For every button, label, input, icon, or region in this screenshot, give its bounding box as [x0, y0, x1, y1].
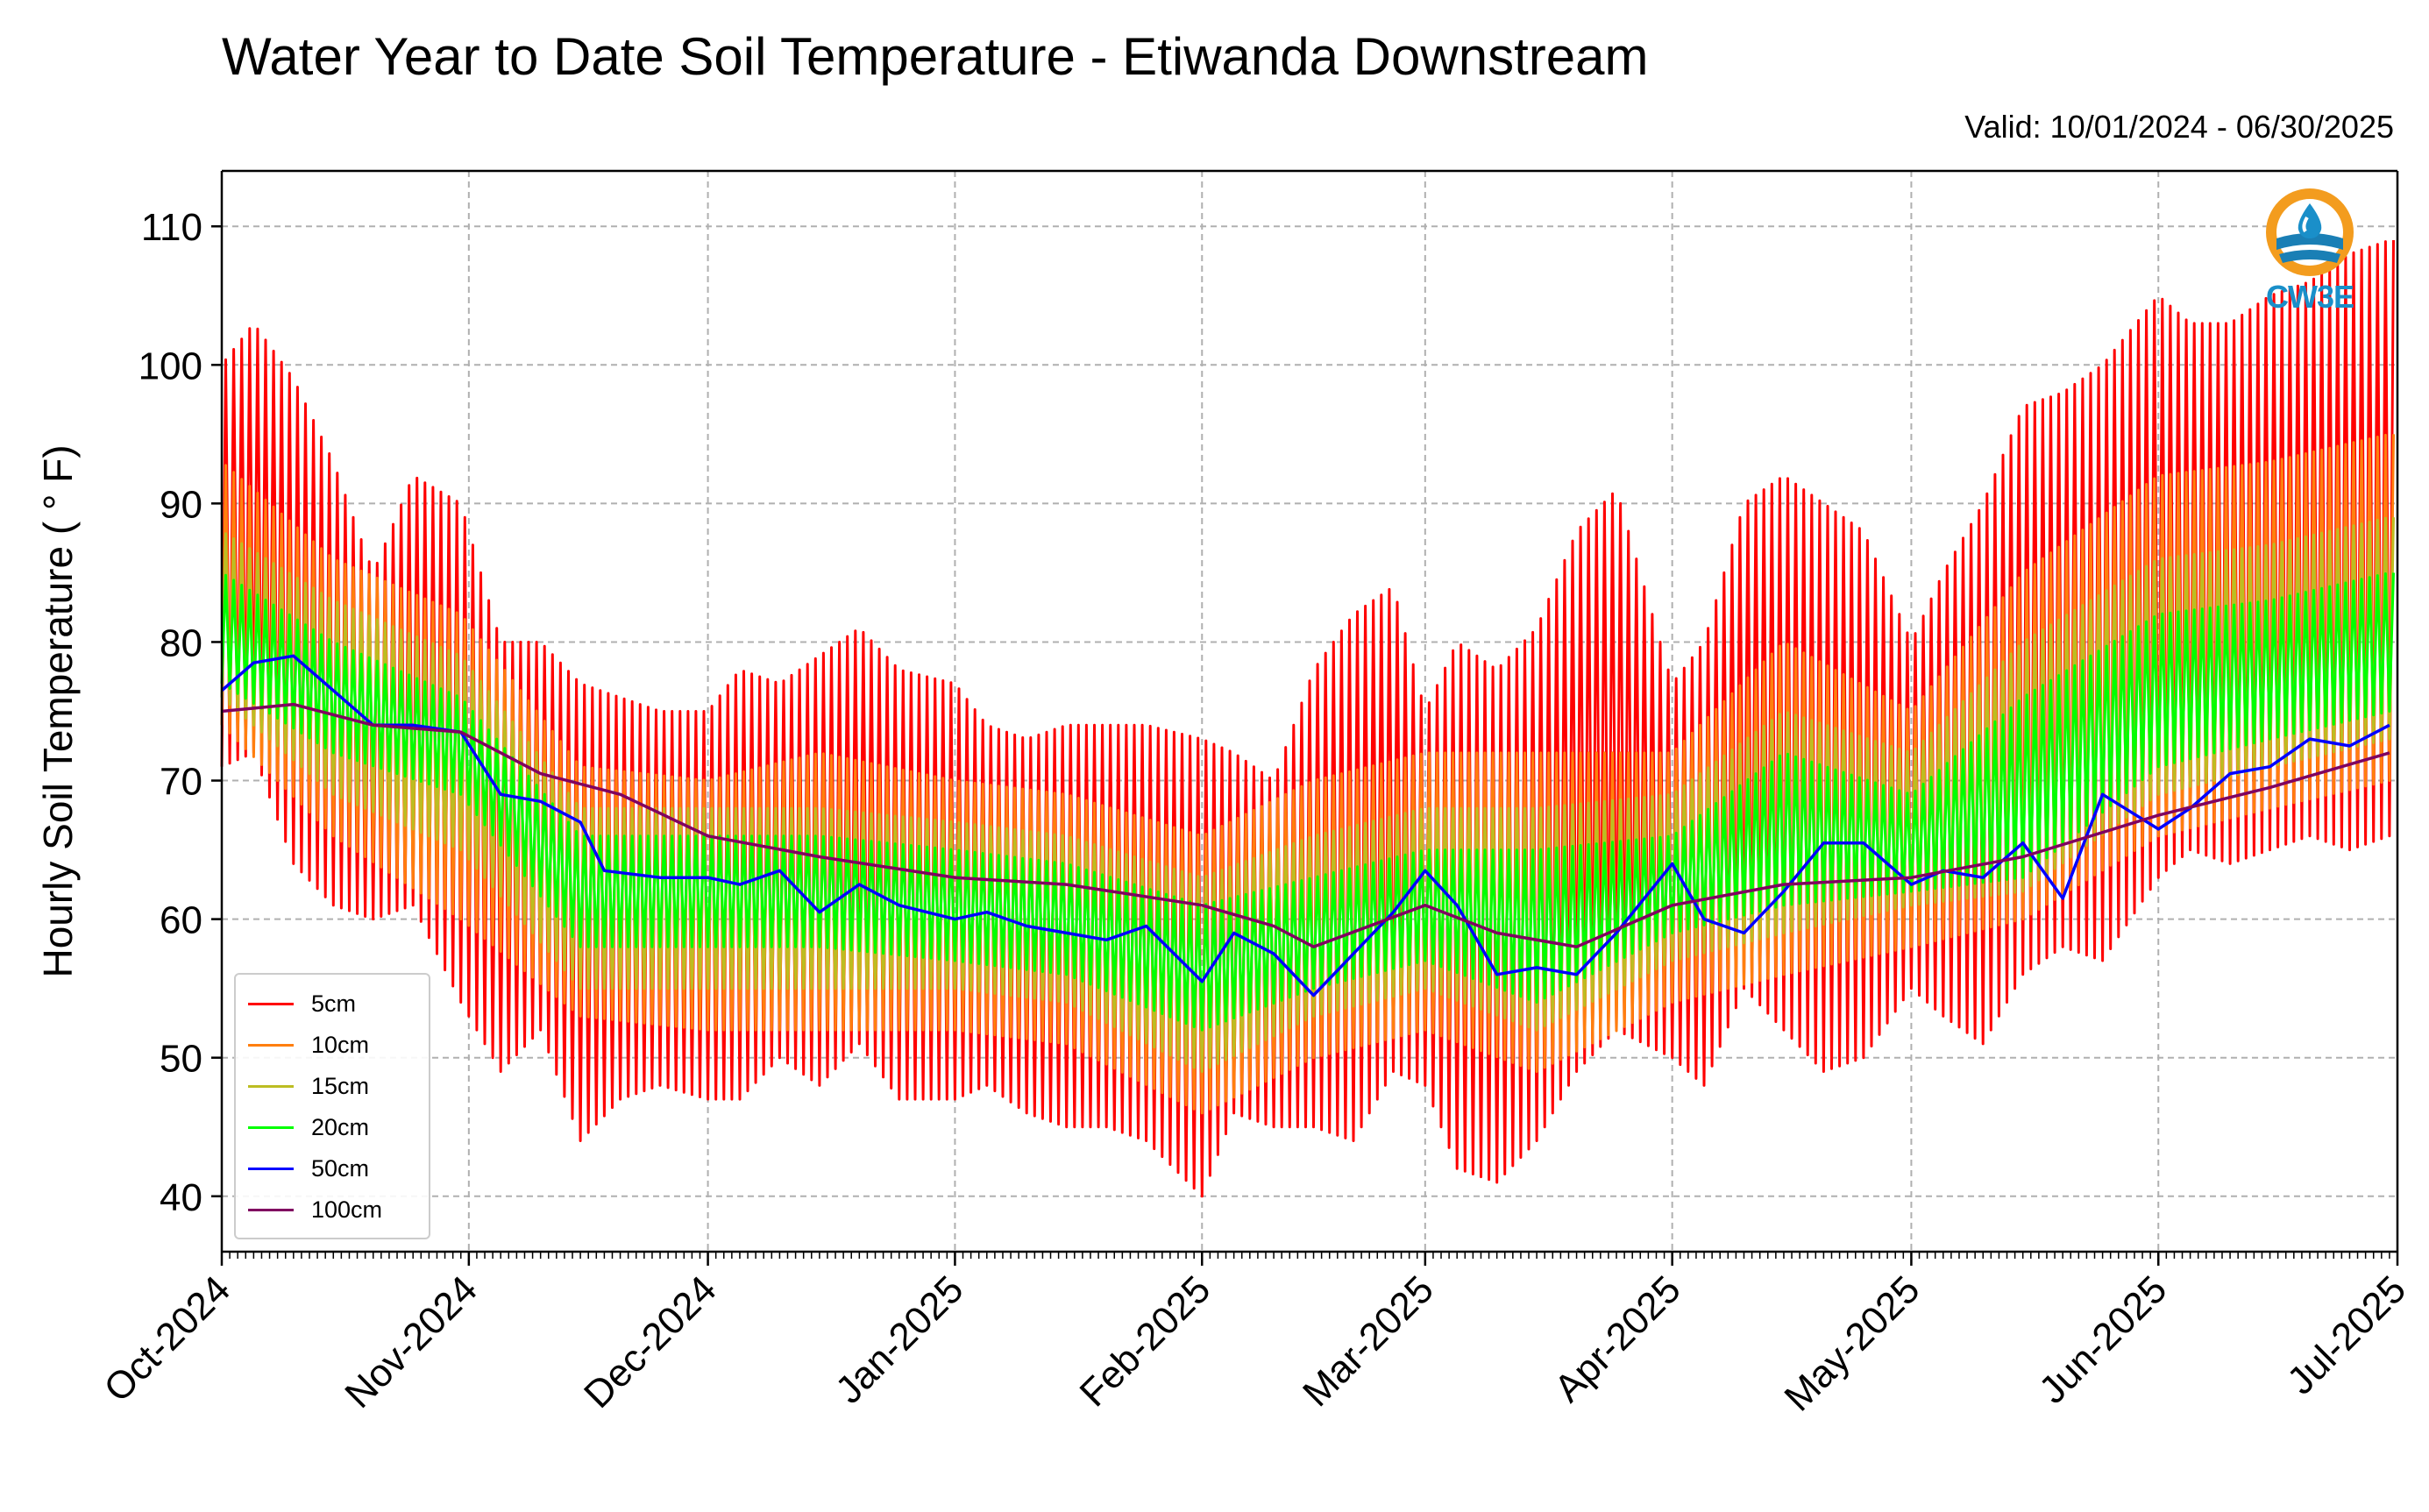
series-line-100cm	[221, 702, 2390, 948]
legend-item-15cm: 15cm	[236, 1066, 429, 1107]
legend-label: 100cm	[311, 1196, 383, 1223]
legend: 5cm 10cm 15cm 20cm 50cm 100cm	[234, 973, 430, 1239]
y-tick-label: 50	[160, 1038, 202, 1081]
x-tick-label: May-2025	[1776, 1267, 1928, 1419]
legend-label: 20cm	[311, 1114, 370, 1140]
y-tick-label: 40	[160, 1176, 202, 1219]
logo-text: CW3E	[2265, 279, 2354, 315]
cw3e-logo: CW3E	[2253, 184, 2367, 324]
water-drop-logo-icon	[2266, 188, 2354, 276]
x-tick-label: Mar-2025	[1295, 1267, 1442, 1415]
y-tick-label: 100	[138, 344, 202, 387]
x-tick-label: Oct-2024	[96, 1267, 238, 1410]
y-tick-label: 80	[160, 621, 202, 664]
legend-item-50cm: 50cm	[236, 1148, 429, 1189]
legend-item-10cm: 10cm	[236, 1025, 429, 1066]
legend-swatch-100cm	[248, 1209, 294, 1211]
legend-swatch-15cm	[248, 1085, 294, 1088]
legend-label: 15cm	[311, 1073, 370, 1099]
legend-label: 5cm	[311, 990, 357, 1017]
series-line-50cm	[220, 654, 2390, 997]
y-axis-label: Hourly Soil Temperature ( ° F)	[35, 444, 81, 977]
x-tick-label: Nov-2024	[337, 1267, 486, 1416]
valid-date-range: Valid: 10/01/2024 - 06/30/2025	[1964, 109, 2394, 145]
legend-item-5cm: 5cm	[236, 983, 429, 1025]
y-tick-label: 70	[160, 761, 202, 804]
x-tick-label: Jul-2025	[2279, 1267, 2414, 1402]
legend-swatch-20cm	[248, 1126, 294, 1129]
legend-item-100cm: 100cm	[236, 1189, 429, 1231]
legend-swatch-5cm	[248, 1003, 294, 1005]
legend-label: 10cm	[311, 1032, 370, 1058]
legend-item-20cm: 20cm	[236, 1107, 429, 1148]
series-line-20cm	[220, 572, 2395, 1032]
y-tick-label: 90	[160, 483, 202, 526]
y-tick-label: 110	[141, 206, 202, 249]
chart-title: Water Year to Date Soil Temperature - Et…	[222, 27, 1649, 86]
y-tick-label: 60	[160, 899, 202, 942]
x-tick-label: Jun-2025	[2031, 1267, 2175, 1411]
legend-label: 50cm	[311, 1155, 370, 1182]
legend-swatch-10cm	[248, 1044, 294, 1047]
x-tick-label: Jan-2025	[827, 1267, 971, 1411]
legend-swatch-50cm	[248, 1168, 294, 1170]
x-tick-label: Feb-2025	[1071, 1267, 1218, 1415]
x-tick-label: Dec-2024	[576, 1267, 725, 1416]
series-lines	[220, 239, 2395, 1198]
x-tick-label: Apr-2025	[1546, 1267, 1689, 1410]
